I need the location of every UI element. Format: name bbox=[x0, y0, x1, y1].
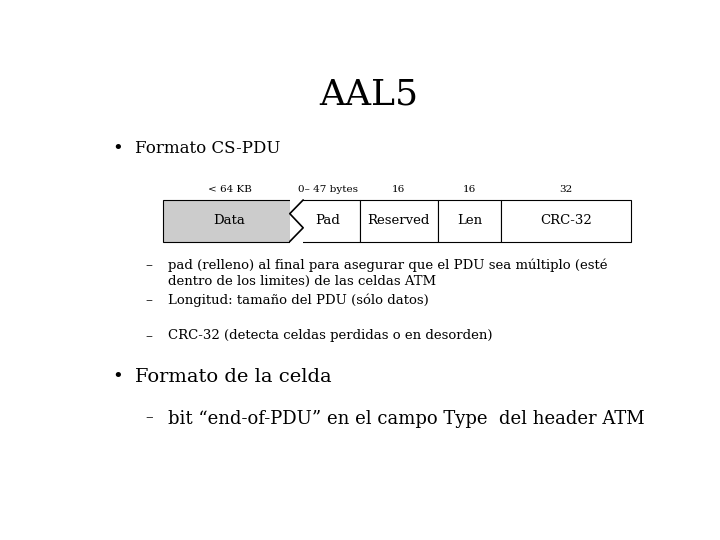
Text: 16: 16 bbox=[392, 185, 405, 194]
Text: Formato CS-PDU: Formato CS-PDU bbox=[135, 140, 280, 157]
Text: AAL5: AAL5 bbox=[320, 77, 418, 111]
Bar bbox=[438, 200, 501, 241]
Text: < 64 KB: < 64 KB bbox=[207, 185, 251, 194]
Text: 32: 32 bbox=[559, 185, 573, 194]
Text: CRC-32: CRC-32 bbox=[540, 214, 592, 227]
Text: Pad: Pad bbox=[315, 214, 341, 227]
Text: –: – bbox=[145, 410, 153, 424]
Text: 16: 16 bbox=[463, 185, 476, 194]
Text: •: • bbox=[112, 368, 123, 386]
Text: 0– 47 bytes: 0– 47 bytes bbox=[298, 185, 358, 194]
Text: Formato de la celda: Formato de la celda bbox=[135, 368, 331, 386]
Bar bbox=[501, 200, 631, 241]
Bar bbox=[289, 198, 303, 244]
Text: •: • bbox=[112, 140, 123, 158]
Text: Len: Len bbox=[457, 214, 482, 227]
Text: –: – bbox=[145, 258, 153, 272]
Text: pad (relleno) al final para asegurar que el PDU sea múltiplo (esté
dentro de los: pad (relleno) al final para asegurar que… bbox=[168, 258, 608, 288]
Text: Data: Data bbox=[214, 214, 246, 227]
Text: –: – bbox=[145, 329, 153, 343]
Text: Reserved: Reserved bbox=[368, 214, 430, 227]
Text: bit “end-of-PDU” en el campo Type  del header ATM: bit “end-of-PDU” en el campo Type del he… bbox=[168, 410, 644, 428]
Text: –: – bbox=[145, 294, 153, 307]
Bar bbox=[297, 200, 360, 241]
Bar bbox=[360, 200, 438, 241]
Bar bbox=[163, 200, 297, 241]
Text: Longitud: tamaño del PDU (sólo datos): Longitud: tamaño del PDU (sólo datos) bbox=[168, 294, 429, 307]
Text: CRC-32 (detecta celdas perdidas o en desorden): CRC-32 (detecta celdas perdidas o en des… bbox=[168, 329, 492, 342]
